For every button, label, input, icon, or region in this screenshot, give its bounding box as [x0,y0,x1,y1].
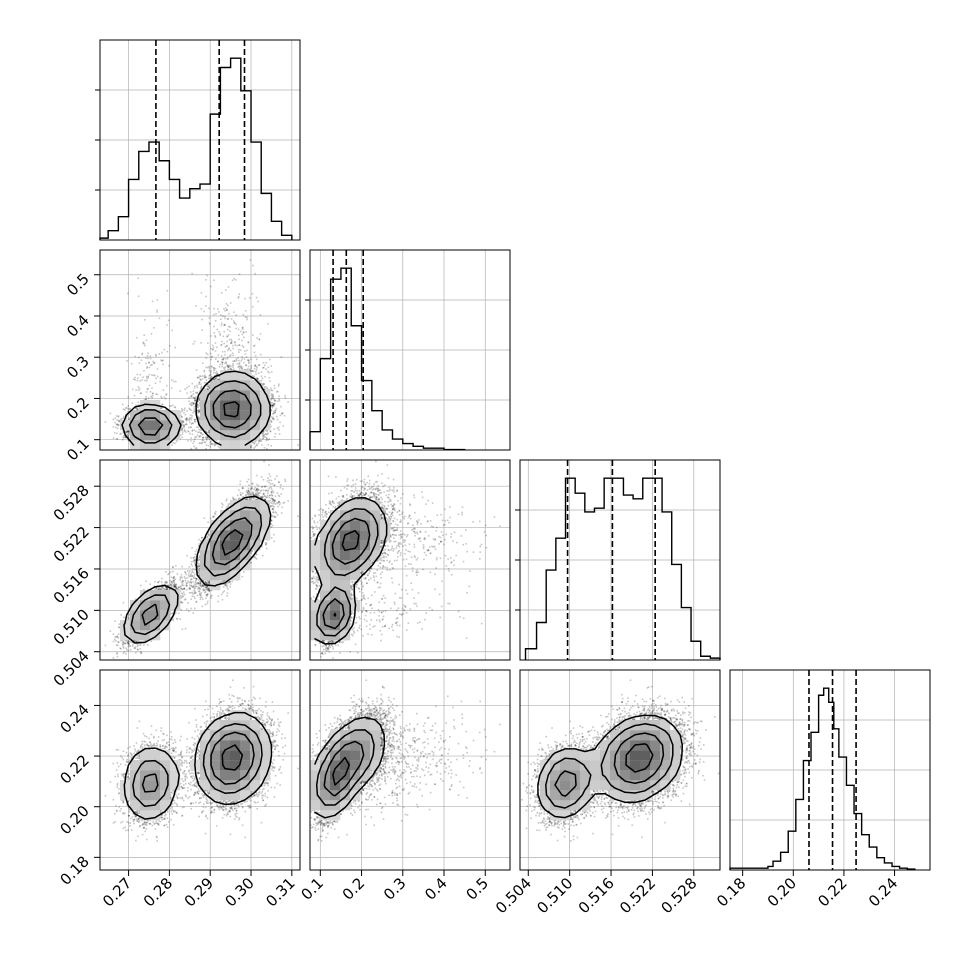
x-tick-label-0-2: 0.29 [181,874,217,910]
contour-3 [314,716,386,819]
panel-frame [99,669,301,871]
panel-frame [519,669,721,871]
joint-panel-3-1 [309,669,511,871]
y-tick-label-2-1: 0.510 [50,605,93,648]
contour-3 [537,714,684,819]
contour-3 [121,370,271,446]
x-tick-label-2-0: 0.504 [492,874,535,917]
panel-frame [309,249,511,451]
y-tick-label-1-0: 0.1 [63,435,93,465]
contour-0 [332,756,350,786]
joint-panel-2-1 [309,459,511,661]
contour-0 [223,401,240,418]
contour-1 [322,517,371,630]
x-tick-label-3-3: 0.24 [865,874,901,910]
x-tick-label-1-4: 0.5 [462,874,492,904]
contour-1 [554,732,665,797]
y-tick-label-2-3: 0.522 [50,523,93,566]
y-tick-label-3-3: 0.24 [56,701,92,737]
contour-2 [545,723,674,809]
histogram-panel-0 [95,39,301,241]
histogram-step-2 [524,477,721,660]
x-tick-label-0-0: 0.27 [99,874,135,910]
contour-2 [128,380,262,444]
contour-1 [141,731,255,793]
x-tick-label-3-1: 0.20 [764,874,800,910]
contour-3 [123,495,272,644]
joint-plot-area [310,679,501,842]
joint-plot-area [104,460,299,660]
x-tick-label-1-2: 0.3 [380,874,410,904]
x-tick-label-2-4: 0.528 [658,874,701,917]
panel-frame [309,459,511,661]
y-tick-label-3-2: 0.22 [56,751,92,787]
contour-0 [221,744,244,771]
contour-1 [323,740,365,797]
contour-0 [221,529,244,556]
contour-2 [132,722,263,807]
histogram-step-0 [99,57,293,240]
x-tick-label-3-2: 0.22 [814,874,850,910]
contour-0 [625,743,654,773]
x-tick-label-0-1: 0.28 [140,874,176,910]
joint-panel-3-0 [99,669,301,871]
joint-plot-area [104,259,299,450]
panel-frame [519,459,721,661]
histogram-panel-2 [515,459,721,661]
x-tick-label-2-3: 0.522 [616,874,659,917]
y-tick-label-2-4: 0.528 [50,481,93,524]
joint-panel-1-0 [99,249,301,451]
y-tick-label-2-2: 0.516 [50,564,93,607]
histogram-step-3 [729,687,916,870]
contour-3 [314,497,388,645]
contour-1 [137,389,252,436]
contour-2 [130,506,263,636]
contour-0 [333,529,360,617]
joint-panel-2-0 [99,459,301,661]
x-tick-label-2-2: 0.516 [575,874,618,917]
histogram-step-1 [309,267,466,451]
contour-3 [123,711,273,820]
panel-frame [99,459,301,661]
x-tick-label-0-4: 0.31 [262,874,298,910]
panel-frame [99,249,301,451]
contour-2 [315,729,375,806]
y-tick-label-1-2: 0.3 [63,352,93,382]
joint-plot-area [310,460,501,660]
x-tick-label-3-0: 0.18 [713,874,749,910]
x-tick-label-1-0: 0.1 [298,874,328,904]
histogram-panel-3 [729,669,931,871]
joint-plot-area [104,679,299,842]
y-tick-label-2-0: 0.504 [50,647,93,690]
panel-frame [99,39,301,241]
y-tick-label-3-0: 0.18 [56,852,92,888]
y-tick-label-1-1: 0.2 [63,394,93,424]
contour-2 [316,507,379,637]
joint-panel-3-2 [519,669,721,871]
x-tick-label-0-3: 0.30 [221,874,257,910]
joint-plot-area [520,679,720,842]
x-tick-label-2-1: 0.510 [533,874,576,917]
histogram-panel-1 [305,249,511,451]
panel-frame [309,669,511,871]
y-tick-label-1-4: 0.5 [63,270,93,300]
contour-1 [141,517,253,626]
x-tick-label-1-3: 0.4 [421,874,451,904]
panel-frame [729,669,931,871]
x-tick-label-1-1: 0.2 [339,874,369,904]
y-tick-label-1-3: 0.4 [63,311,93,341]
y-tick-label-3-1: 0.20 [56,802,92,838]
